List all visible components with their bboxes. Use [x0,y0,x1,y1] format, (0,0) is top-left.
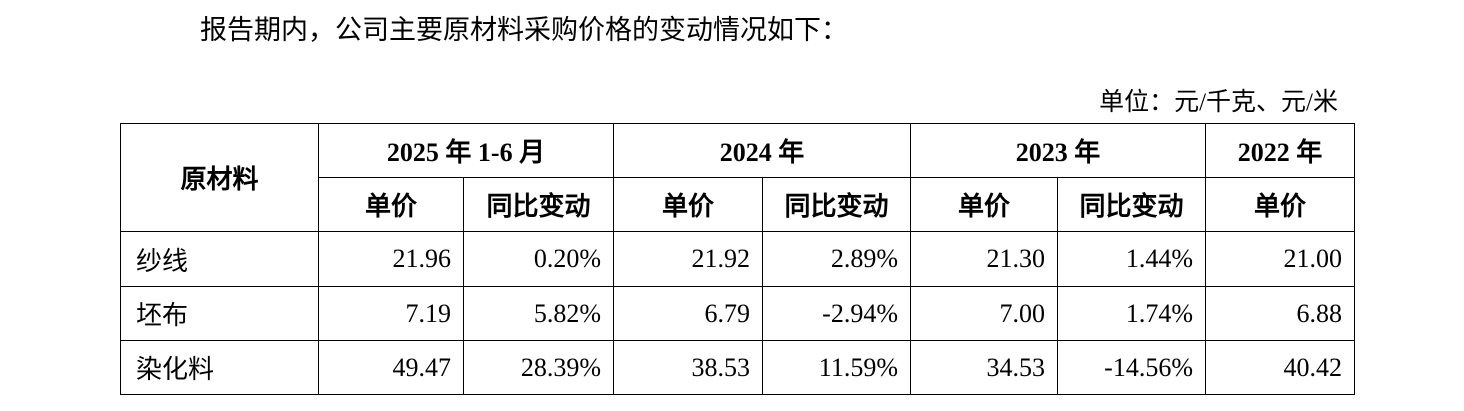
header-cell: 单价 [910,177,1058,232]
header-cell: 单价 [613,177,763,232]
header-cell: 原材料 [120,123,319,232]
unit-label: 单位：元/千克、元/米 [1099,89,1338,116]
value-cell: 5.82% [463,286,614,341]
value-cell: 7.00 [910,286,1058,341]
value-cell: 6.88 [1205,286,1355,341]
value-cell: 21.96 [318,231,464,287]
header-cell: 2025 年 1-6 月 [318,123,614,178]
value-cell: 28.39% [463,340,614,395]
value-cell: 11.59% [762,340,911,395]
value-cell: 1.44% [1057,231,1206,287]
value-cell: 2.89% [762,231,911,287]
data-row: 染化料 49.47 28.39% 38.53 11.59% 34.53 -14.56% 40.… [120,340,1355,395]
header-cell: 同比变动 [463,177,614,232]
header-row: 原材料 2025 年 1-6 月 2024 年 2023 年 2022 年 [120,123,1355,232]
intro-text: 报告期内，公司主要原材料采购价格的变动情况如下： [200,15,848,45]
value-cell: 34.53 [910,340,1058,395]
price-table: 原材料 2025 年 1-6 月 2024 年 2023 年 2022 年 单价… [120,123,1355,395]
value-cell: -2.94% [762,286,911,341]
header-cell: 2022 年 [1205,123,1355,178]
header-cell: 同比变动 [762,177,911,232]
header-cell: 2024 年 [613,123,911,178]
value-cell: 21.30 [910,231,1058,287]
header-cell: 单价 [1205,177,1355,232]
value-cell: 49.47 [318,340,464,395]
material-name: 坯布 [120,286,319,341]
material-name: 染化料 [120,340,319,395]
value-cell: 21.00 [1205,231,1355,287]
header-cell: 单价 [318,177,464,232]
value-cell: 40.42 [1205,340,1355,395]
value-cell: 6.79 [613,286,763,341]
value-cell: -14.56% [1057,340,1206,395]
header-cell: 同比变动 [1057,177,1206,232]
material-name: 纱线 [120,231,319,287]
value-cell: 21.92 [613,231,763,287]
data-row: 坯布 7.19 5.82% 6.79 -2.94% 7.00 1.74% 6.88 [120,286,1355,341]
value-cell: 0.20% [463,231,614,287]
data-row: 纱线 21.96 0.20% 21.92 2.89% 21.30 1.44% 21.00 [120,231,1355,287]
value-cell: 38.53 [613,340,763,395]
value-cell: 1.74% [1057,286,1206,341]
header-cell: 2023 年 [910,123,1206,178]
value-cell: 7.19 [318,286,464,341]
